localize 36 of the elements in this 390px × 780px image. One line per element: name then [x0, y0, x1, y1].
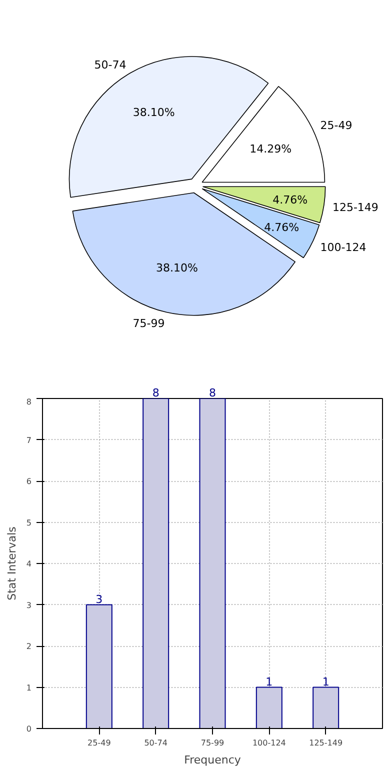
slice-label: 125-149 [332, 200, 378, 214]
y-axis-title: Stat Intervals [5, 526, 18, 600]
bar [199, 398, 226, 728]
bar [142, 398, 170, 728]
y-tick-label: 1 [26, 683, 32, 692]
bar [86, 604, 112, 728]
data-label: 3 [96, 592, 103, 606]
data-label: 38.10% [132, 106, 175, 119]
slice-label: 100-124 [320, 240, 366, 254]
slice-label: 25-49 [320, 119, 352, 132]
x-tick-label: 75-99 [200, 738, 224, 748]
data-label: 1 [322, 675, 330, 688]
y-tick-label: 7 [26, 436, 32, 445]
slice-label: 75-99 [132, 316, 165, 330]
data-label: 8 [209, 386, 216, 400]
data-label: 1 [266, 675, 273, 688]
y-tick-label: 2 [26, 642, 32, 651]
data-label: 14.29% [250, 142, 292, 156]
y-tick-label: 6 [26, 477, 32, 486]
x-axis-title: Frequency [184, 754, 242, 766]
y-tick-label: 0 [26, 724, 32, 734]
y-tick-label: 8 [26, 398, 32, 406]
y-tick-label: 4 [26, 560, 32, 568]
data-label: 38.10% [156, 261, 198, 274]
bar [312, 686, 340, 728]
data-label: 8 [152, 386, 160, 400]
bar [256, 686, 282, 728]
x-tick-label: 50-74 [144, 738, 168, 748]
x-tick-label: 100-124 [252, 738, 286, 748]
data-label: 4.76% [272, 193, 308, 206]
x-tick-label: 125-149 [309, 738, 343, 748]
y-tick-label: 3 [26, 600, 32, 610]
data-label: 4.76% [264, 220, 300, 234]
x-tick-label: 25-49 [88, 738, 111, 748]
slice-label: 50-74 [94, 58, 126, 72]
y-tick-label: 5 [26, 518, 32, 528]
